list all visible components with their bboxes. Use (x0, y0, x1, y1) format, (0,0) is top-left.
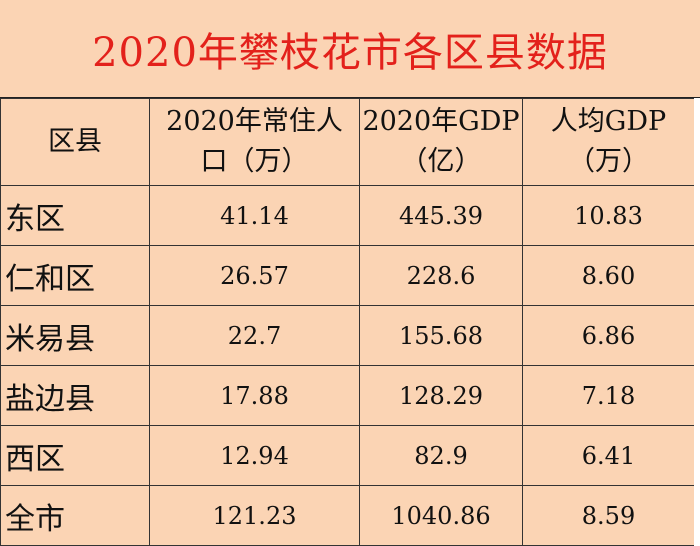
cell-gdp[interactable]: 445.39 (359, 185, 523, 246)
sheet-right-edge (694, 98, 700, 546)
cell-gdp[interactable]: 128.29 (359, 365, 523, 426)
cell-per-capita[interactable]: 8.60 (522, 245, 695, 306)
cell-per-capita[interactable]: 6.41 (522, 425, 695, 486)
table-row: 盐边县 17.88 128.29 7.18 (0, 365, 695, 426)
cell-gdp[interactable]: 82.9 (359, 425, 523, 486)
cell-population[interactable]: 12.94 (149, 425, 360, 486)
header-gdp-line1: 2020年GDP (362, 106, 520, 137)
header-district-label: 区县 (48, 126, 102, 157)
cell-district[interactable]: 盐边县 (0, 365, 150, 426)
data-grid: 区县 2020年常住人 口（万） 2020年GDP （亿） 人均GDP （万） … (0, 98, 695, 546)
cell-population[interactable]: 121.23 (149, 485, 360, 546)
cell-district[interactable]: 米易县 (0, 305, 150, 366)
cell-per-capita[interactable]: 10.83 (522, 185, 695, 246)
table-row: 西区 12.94 82.9 6.41 (0, 425, 695, 486)
table-row: 仁和区 26.57 228.6 8.60 (0, 245, 695, 306)
cell-population[interactable]: 22.7 (149, 305, 360, 366)
table-row: 东区 41.14 445.39 10.83 (0, 185, 695, 246)
cell-gdp[interactable]: 155.68 (359, 305, 523, 366)
cell-population[interactable]: 41.14 (149, 185, 360, 246)
cell-district[interactable]: 全市 (0, 485, 150, 546)
cell-per-capita[interactable]: 8.59 (522, 485, 695, 546)
cell-gdp[interactable]: 1040.86 (359, 485, 523, 546)
table-title: 2020年攀枝花市各区县数据 (0, 0, 700, 98)
table-row: 全市 121.23 1040.86 8.59 (0, 485, 695, 546)
header-row: 区县 2020年常住人 口（万） 2020年GDP （亿） 人均GDP （万） (0, 98, 695, 186)
header-gdp-line2: （亿） (400, 146, 482, 177)
header-population[interactable]: 2020年常住人 口（万） (149, 98, 360, 186)
header-population-line1: 2020年常住人 (166, 106, 343, 137)
cell-per-capita[interactable]: 7.18 (522, 365, 695, 426)
header-per-capita-line1: 人均GDP (550, 106, 667, 137)
cell-gdp[interactable]: 228.6 (359, 245, 523, 306)
cell-population[interactable]: 17.88 (149, 365, 360, 426)
header-per-capita[interactable]: 人均GDP （万） (522, 98, 695, 186)
cell-district[interactable]: 东区 (0, 185, 150, 246)
header-per-capita-line2: （万） (568, 146, 649, 177)
cell-district[interactable]: 仁和区 (0, 245, 150, 306)
header-district[interactable]: 区县 (0, 98, 150, 186)
header-gdp[interactable]: 2020年GDP （亿） (359, 98, 523, 186)
cell-population[interactable]: 26.57 (149, 245, 360, 306)
cell-per-capita[interactable]: 6.86 (522, 305, 695, 366)
table-row: 米易县 22.7 155.68 6.86 (0, 305, 695, 366)
cell-district[interactable]: 西区 (0, 425, 150, 486)
header-population-line2: 口（万） (200, 146, 309, 177)
